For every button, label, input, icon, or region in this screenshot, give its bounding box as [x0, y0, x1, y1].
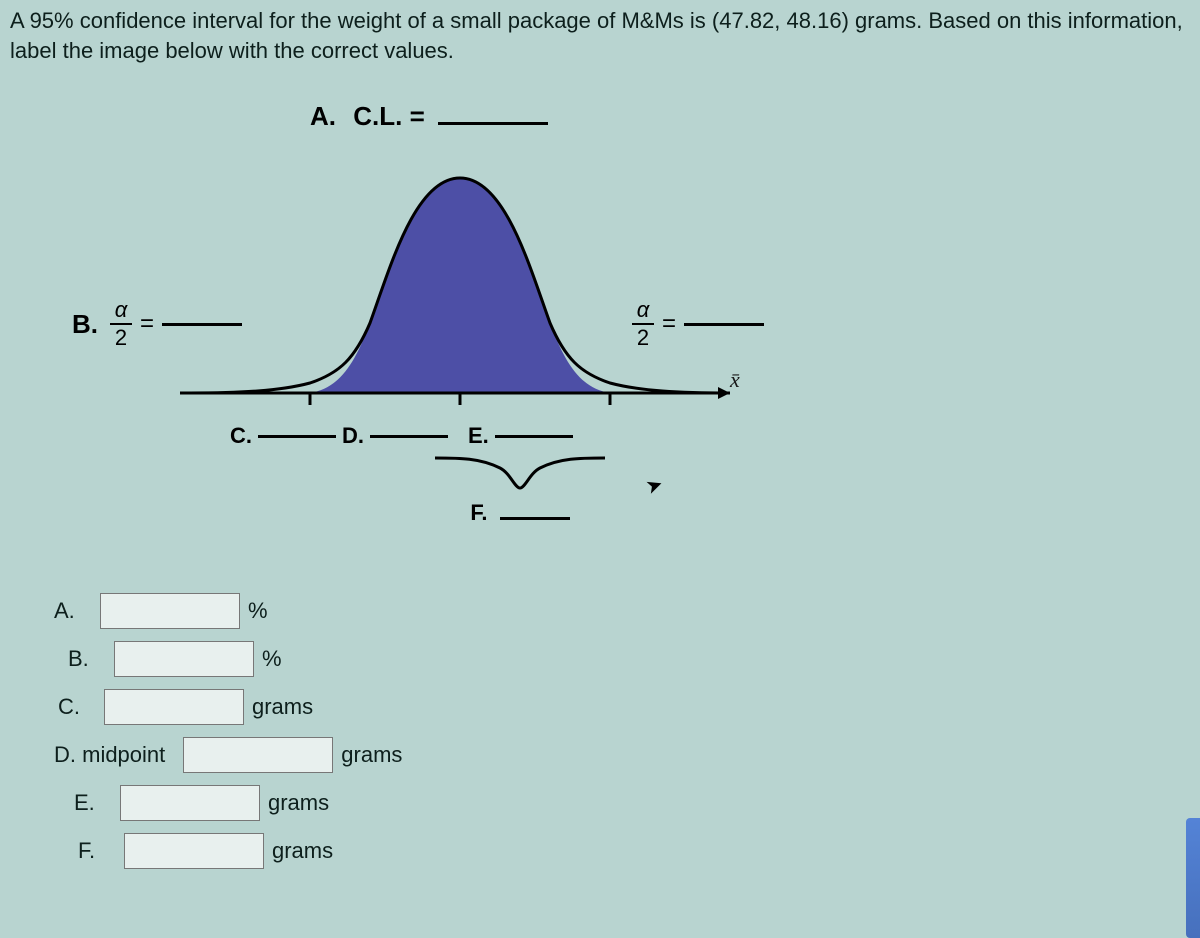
- cursor-icon: ➤: [642, 471, 666, 500]
- label-E: E.: [468, 423, 489, 449]
- page: A 95% confidence interval for the weight…: [0, 0, 1200, 938]
- answer-label-C: C.: [58, 694, 104, 720]
- brace-icon: [430, 453, 610, 493]
- label-B-letter: B.: [72, 309, 98, 340]
- answer-label-D: D. midpoint: [54, 742, 175, 768]
- answer-label-B: B.: [68, 646, 114, 672]
- alpha-over-2-left: α 2: [110, 299, 132, 349]
- brace-area: F.: [410, 453, 630, 543]
- blank-C: [258, 435, 336, 438]
- answer-unit-D: grams: [341, 742, 402, 768]
- answer-unit-F: grams: [272, 838, 333, 864]
- answer-input-B[interactable]: [114, 641, 254, 677]
- answer-row-B: B. %: [68, 641, 1190, 677]
- answer-row-E: E. grams: [74, 785, 1190, 821]
- answer-row-D: D. midpoint grams: [54, 737, 1190, 773]
- blank-F: [500, 517, 570, 520]
- blank-D: [370, 435, 448, 438]
- answer-input-D[interactable]: [183, 737, 333, 773]
- blank-E: [495, 435, 573, 438]
- answer-label-E: E.: [74, 790, 120, 816]
- side-tab[interactable]: [1186, 818, 1200, 938]
- answer-input-E[interactable]: [120, 785, 260, 821]
- answer-unit-E: grams: [268, 790, 329, 816]
- answer-input-F[interactable]: [124, 833, 264, 869]
- answer-label-A: A.: [54, 598, 100, 624]
- answer-label-F: F.: [78, 838, 124, 864]
- answer-row-A: A. %: [54, 593, 1190, 629]
- x-axis-label: x̄: [730, 367, 740, 393]
- label-F-line: F.: [410, 500, 630, 526]
- answer-unit-A: %: [248, 598, 268, 624]
- equals-left: =: [140, 310, 154, 338]
- answer-unit-C: grams: [252, 694, 313, 720]
- alpha-den: 2: [115, 327, 127, 349]
- answer-input-C[interactable]: [104, 689, 244, 725]
- axis-sub-labels: C. D. E.: [230, 423, 579, 449]
- answer-row-F: F. grams: [78, 833, 1190, 869]
- question-text: A 95% confidence interval for the weight…: [10, 6, 1190, 65]
- label-C: C.: [230, 423, 252, 449]
- answer-row-C: C. grams: [58, 689, 1190, 725]
- label-F: F.: [470, 500, 487, 525]
- alpha-num: α: [115, 299, 128, 321]
- bell-curve: [170, 123, 750, 453]
- label-D: D.: [342, 423, 364, 449]
- answer-input-A[interactable]: [100, 593, 240, 629]
- diagram-area: A. C.L. = B. α 2 = α 2 =: [10, 83, 1190, 563]
- answer-unit-B: %: [262, 646, 282, 672]
- answer-section: A. % B. % C. grams D. midpoint grams E. …: [54, 593, 1190, 869]
